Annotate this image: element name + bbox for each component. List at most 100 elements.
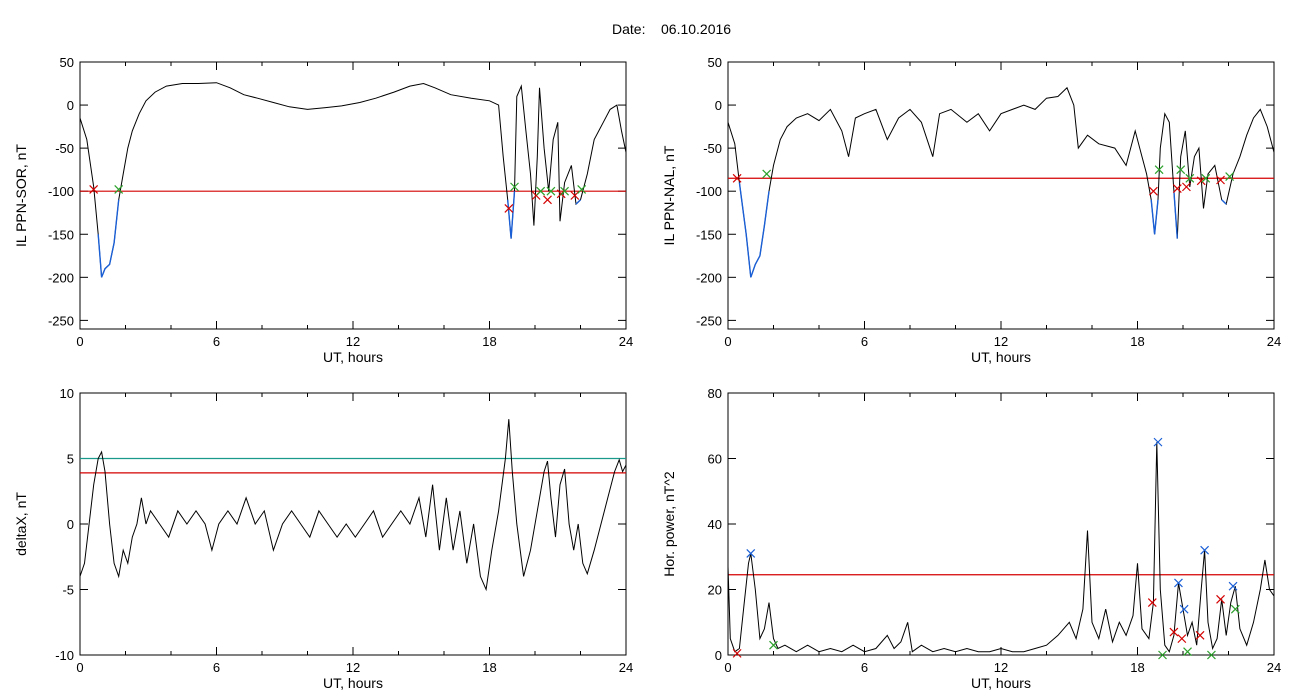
marker-green (560, 186, 569, 196)
y-tick-label: 60 (708, 452, 722, 467)
y-axis-label: IL PPN-SOR, nT (13, 144, 29, 247)
marker-stroke (510, 182, 519, 192)
marker-stroke (732, 173, 742, 183)
marker-blue (1174, 578, 1183, 588)
marker-stroke (1183, 647, 1192, 657)
marker-red (1195, 630, 1205, 640)
plot-frame (727, 61, 1275, 330)
marker-red (1172, 184, 1182, 194)
marker-blue (1179, 604, 1189, 614)
panel-deltax: 0 6 12 18 24 10 5 0 -5 -10 UT, hours deltaX, nT (13, 386, 633, 691)
marker-stroke (1179, 604, 1189, 614)
y-tick-label: -200 (696, 270, 722, 285)
marker-stroke (1225, 172, 1235, 181)
marker-stroke (732, 648, 742, 658)
date-label: Date: (612, 21, 645, 37)
marker-red (1196, 176, 1206, 186)
y-tick-label: 0 (67, 98, 74, 113)
y-tick-label: -5 (62, 583, 74, 598)
marker-red (1216, 175, 1225, 185)
marker-stroke (1201, 173, 1211, 183)
x-tick-label: 18 (1130, 660, 1144, 675)
x-tick-label: 24 (619, 334, 633, 349)
marker-green (510, 182, 519, 192)
y-tick-label: 0 (715, 98, 722, 113)
marker-stroke (89, 185, 99, 194)
marker-stroke (1216, 175, 1225, 185)
marker-red (89, 185, 99, 194)
event-segment (1150, 199, 1159, 235)
y-tick-label: 5 (67, 452, 74, 467)
marker-stroke (1169, 627, 1179, 637)
marker-stroke (560, 186, 569, 196)
marker-green (114, 185, 124, 194)
series-line (727, 442, 1275, 653)
marker-stroke (1216, 594, 1225, 604)
event-segment (507, 191, 516, 239)
marker-stroke (762, 169, 772, 179)
marker-blue (1228, 581, 1238, 591)
x-tick-label: 0 (724, 334, 731, 349)
x-tick-label: 6 (213, 334, 220, 349)
marker-blue (746, 549, 756, 558)
marker-stroke (1154, 165, 1164, 175)
date-value: 06.10.2016 (661, 21, 731, 37)
marker-stroke (536, 186, 546, 196)
x-tick-label: 6 (861, 334, 868, 349)
marker-stroke (1207, 650, 1216, 660)
marker-stroke (114, 185, 124, 194)
marker-green (1185, 173, 1195, 183)
marker-red (732, 648, 742, 658)
x-tick-label: 24 (1267, 334, 1281, 349)
marker-stroke (1230, 604, 1240, 614)
y-tick-label: -100 (696, 184, 722, 199)
marker-red (1181, 182, 1191, 192)
x-tick-label: 6 (213, 660, 220, 675)
marker-stroke (577, 185, 587, 194)
marker-stroke (1158, 650, 1167, 660)
marker-green (1207, 650, 1216, 660)
x-tick-label: 18 (482, 660, 496, 675)
marker-stroke (1195, 630, 1205, 640)
series-line (727, 86, 1275, 278)
marker-green (536, 186, 546, 196)
marker-stroke (1176, 165, 1186, 175)
event-segment (738, 182, 770, 278)
marker-stroke (1228, 581, 1238, 591)
x-tick-label: 24 (1267, 660, 1281, 675)
plot-frame (727, 392, 1275, 656)
y-tick-label: 20 (708, 583, 722, 598)
marker-green (1158, 650, 1167, 660)
marker-stroke (546, 186, 556, 196)
x-axis-label: UT, hours (971, 675, 1031, 691)
y-tick-label: -200 (48, 270, 74, 285)
marker-green (762, 169, 772, 179)
marker-green (1183, 647, 1192, 657)
y-tick-label: -150 (696, 227, 722, 242)
marker-blue (1200, 545, 1210, 555)
marker-red (504, 203, 514, 213)
y-tick-label: 0 (67, 517, 74, 532)
x-tick-label: 0 (76, 660, 83, 675)
marker-stroke (1149, 186, 1158, 196)
x-tick-label: 18 (482, 334, 496, 349)
marker-green (577, 185, 587, 194)
marker-red (1177, 634, 1187, 644)
marker-stroke (1185, 173, 1195, 183)
x-tick-label: 6 (861, 660, 868, 675)
marker-stroke (1200, 545, 1210, 555)
x-tick-label: 12 (994, 660, 1008, 675)
x-tick-label: 18 (1130, 334, 1144, 349)
marker-green (769, 640, 778, 650)
marker-stroke (1172, 184, 1182, 194)
marker-stroke (1174, 578, 1183, 588)
x-axis-label: UT, hours (971, 349, 1031, 365)
y-tick-label: 40 (708, 517, 722, 532)
panel-hor-power: 0 6 12 18 24 80 60 40 20 0 UT, hours Hor. power, nT… (661, 386, 1281, 691)
marker-red (1216, 594, 1225, 604)
y-tick-label: -150 (48, 227, 74, 242)
event-segment (1173, 191, 1178, 239)
marker-stroke (1181, 182, 1191, 192)
y-tick-label: -100 (48, 184, 74, 199)
marker-green (1154, 165, 1164, 175)
